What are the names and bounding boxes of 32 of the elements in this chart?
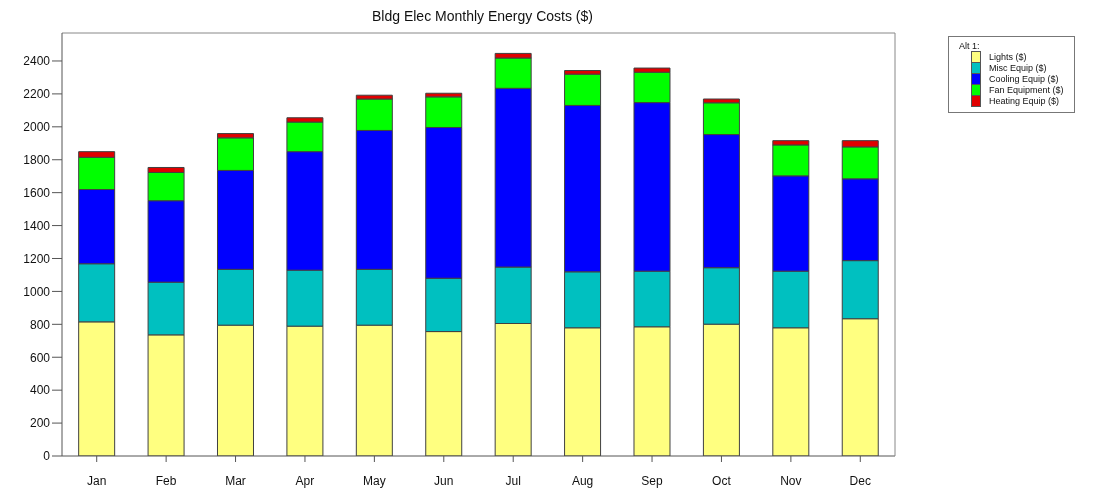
legend-label: Cooling Equip ($) [989, 73, 1059, 84]
legend-label: Fan Equipment ($) [989, 84, 1064, 95]
y-tick-label: 2200 [23, 87, 51, 102]
y-tick-label: 2000 [23, 120, 51, 135]
y-tick-label: 1800 [23, 153, 51, 167]
x-tick-label: Nov [780, 473, 802, 488]
x-tick-label: Jan [87, 473, 107, 488]
y-tick-label: 800 [29, 317, 51, 332]
x-tick-label: Jun [434, 473, 454, 488]
x-tick-label: Jul [505, 473, 521, 488]
y-tick-label: 1600 [23, 185, 51, 200]
y-tick-label: 1400 [23, 218, 51, 233]
x-tick-label: Mar [225, 473, 246, 488]
legend-title: Alt 1: [959, 41, 981, 51]
x-tick-label: Oct [712, 473, 732, 488]
chart-title: Bldg Elec Monthly Energy Costs ($) [371, 8, 594, 24]
x-tick-label: May [363, 473, 386, 488]
y-tick-label: 600 [29, 350, 51, 365]
legend-label: Lights ($) [989, 51, 1027, 62]
y-tick-label: 1200 [23, 251, 51, 266]
y-tick-label: 2400 [23, 54, 51, 69]
legend-label: Misc Equip ($) [989, 62, 1047, 73]
y-tick-label: 200 [29, 416, 51, 431]
y-tick-label: 1000 [23, 284, 51, 299]
y-tick-label: 400 [29, 383, 51, 398]
x-tick-label: Apr [295, 473, 315, 488]
x-tick-label: Dec [849, 473, 871, 488]
legend-label: Heating Equip ($) [989, 95, 1060, 106]
x-tick-label: Feb [155, 473, 177, 488]
x-tick-label: Aug [571, 473, 594, 488]
y-tick-label: 0 [43, 449, 51, 464]
x-tick-label: Sep [641, 473, 664, 488]
